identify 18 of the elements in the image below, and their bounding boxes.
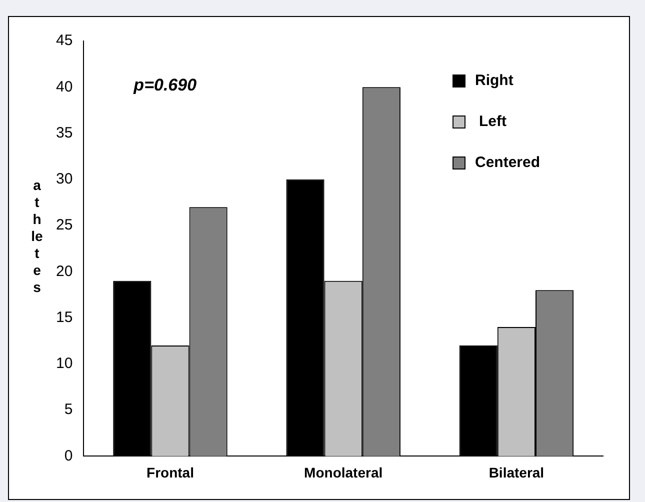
y-tick-label: 25 [56, 216, 73, 234]
x-tick-label: Frontal [146, 464, 194, 480]
legend-label: Centered [475, 154, 540, 172]
x-tick-label: Bilateral [488, 464, 544, 480]
annotation: p=0.690 [132, 76, 198, 95]
y-tick-label: 10 [56, 355, 73, 372]
y-axis-title: athletes [31, 177, 43, 296]
y-tick-label: 45 [56, 32, 73, 50]
x-tick-label: Monolateral [304, 464, 383, 480]
y-tick-label: 0 [64, 447, 73, 464]
y-tick-label: 35 [56, 124, 73, 142]
y-tick-label: 5 [64, 401, 73, 418]
legend-label: Left [479, 113, 506, 130]
y-tick-label: 15 [56, 308, 73, 326]
y-tick-label: 20 [56, 262, 73, 280]
y-tick-label: 40 [56, 78, 73, 96]
y-tick-label: 30 [56, 170, 73, 188]
legend-label: Right [475, 72, 514, 90]
